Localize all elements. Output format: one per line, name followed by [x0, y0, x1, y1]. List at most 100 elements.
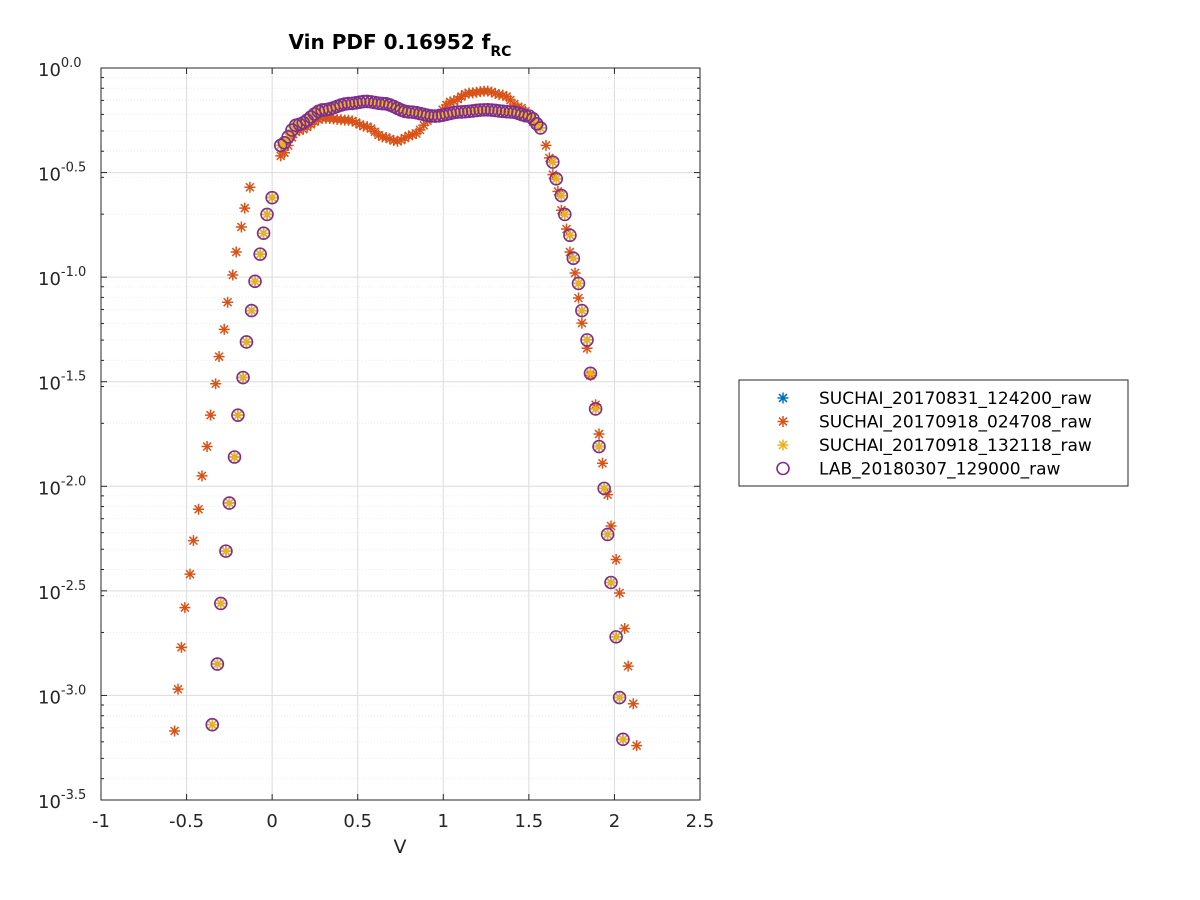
data-point — [616, 732, 630, 747]
data-point — [231, 408, 245, 422]
data-point — [273, 138, 288, 153]
data-point — [592, 439, 606, 454]
data-point — [380, 131, 392, 143]
data-point — [631, 740, 643, 752]
data-point — [213, 351, 225, 363]
legend-marker — [777, 392, 789, 404]
data-point — [627, 698, 639, 710]
y-tick-label: 10-3.0 — [38, 683, 86, 708]
data-point — [547, 156, 559, 168]
data-point — [593, 428, 605, 440]
x-axis-ticks: -1 -0.5 0 0.5 1 1.5 2 2.5 — [92, 68, 714, 832]
legend: SUCHAI_20170831_124200_raw SUCHAI_2017091… — [738, 379, 1129, 487]
data-point — [584, 367, 596, 379]
chart-title-main: Vin PDF 0.16952 f — [289, 30, 491, 54]
data-point — [327, 102, 339, 114]
data-point — [384, 99, 396, 111]
x-tick-label: 0 — [266, 811, 277, 832]
data-point — [235, 221, 247, 233]
data-point — [622, 660, 634, 672]
data-point — [546, 155, 560, 169]
data-point — [282, 131, 294, 143]
data-point — [331, 100, 343, 112]
data-point — [418, 119, 430, 131]
data-point — [211, 658, 223, 670]
data-point — [266, 192, 278, 204]
data-point — [172, 683, 184, 695]
data-point — [210, 378, 222, 390]
data-point — [346, 115, 358, 127]
data-point — [572, 277, 584, 289]
y-tick-label: 100.0 — [38, 56, 82, 81]
data-point — [256, 226, 271, 241]
data-point — [184, 568, 196, 580]
data-point — [571, 276, 586, 291]
data-point — [590, 403, 602, 415]
data-point — [602, 528, 614, 540]
data-point — [576, 317, 588, 329]
data-point — [605, 576, 617, 588]
data-point — [440, 108, 452, 120]
data-point — [555, 190, 567, 202]
data-point — [236, 370, 250, 385]
data-point — [350, 116, 362, 128]
minor-grid — [101, 77, 700, 780]
data-point — [391, 135, 403, 147]
legend-label: SUCHAI_20170918_024708_raw — [819, 413, 1092, 433]
data-point — [324, 103, 336, 115]
data-point — [554, 188, 569, 203]
data-point — [605, 520, 617, 532]
data-point — [602, 489, 614, 501]
y-tick-label: 10-3.5 — [38, 788, 86, 813]
data-point — [230, 246, 242, 258]
data-point — [597, 481, 611, 496]
data-point — [569, 267, 581, 279]
data-point — [218, 323, 230, 335]
data-point — [248, 274, 262, 289]
data-point — [455, 91, 467, 103]
y-tick-label: 10-1.0 — [38, 265, 86, 290]
data-point — [253, 247, 267, 261]
data-point — [566, 251, 581, 266]
data-point — [619, 623, 631, 635]
data-point — [459, 88, 471, 100]
legend-label: LAB_20180307_129000_raw — [819, 460, 1060, 480]
data-point — [508, 106, 520, 118]
data-point — [320, 104, 332, 116]
y-axis-ticks: 100.0 10-0.5 10-1.0 10-1.5 10-2.0 10-2.5 10-3.… — [38, 56, 700, 813]
data-point — [575, 303, 589, 318]
data-point — [210, 657, 225, 671]
data-point — [244, 303, 259, 318]
data-point — [581, 342, 593, 354]
legend-label: SUCHAI_20170831_124200_raw — [819, 389, 1092, 409]
legend-marker — [777, 439, 789, 451]
data-point — [380, 98, 392, 110]
data-point — [335, 99, 347, 111]
data-point — [604, 575, 618, 590]
data-point — [261, 208, 273, 220]
data-point — [395, 104, 407, 116]
data-point — [278, 147, 290, 159]
data-point — [482, 85, 494, 97]
data-point — [593, 441, 605, 453]
x-tick-label: -1 — [92, 811, 110, 832]
data-point — [395, 134, 407, 146]
data-point — [361, 121, 373, 133]
y-tick-label: 10-0.5 — [38, 161, 86, 186]
data-point — [215, 597, 227, 609]
x-tick-label: -0.5 — [169, 811, 204, 832]
data-point — [239, 202, 251, 214]
data-point — [179, 602, 191, 614]
data-point — [373, 129, 385, 141]
data-point — [244, 181, 256, 193]
data-point — [237, 372, 249, 384]
data-point — [384, 133, 396, 145]
data-point — [564, 229, 576, 241]
data-point — [596, 457, 608, 469]
data-point — [246, 305, 258, 317]
series-4 — [205, 94, 630, 747]
data-point — [437, 109, 449, 121]
data-point — [399, 132, 411, 144]
major-grid — [101, 68, 700, 800]
